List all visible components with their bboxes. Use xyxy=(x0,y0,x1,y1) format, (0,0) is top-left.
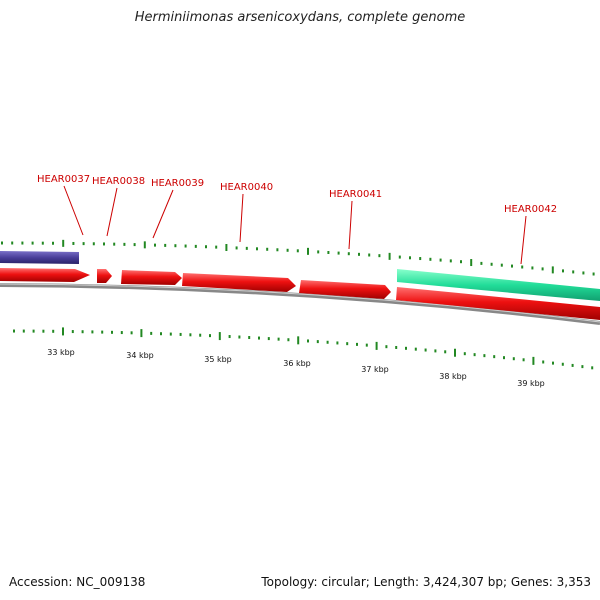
gene-label-leader xyxy=(63,185,84,236)
gene-label-hear0040[interactable]: HEAR0040 xyxy=(220,182,273,193)
gene-label-leader xyxy=(152,189,174,239)
gene-label-leader xyxy=(239,193,244,243)
map-title: Herminiimonas arsenicoxydans, complete g… xyxy=(134,10,466,25)
kbp-label-35: 35 kbp xyxy=(204,355,232,364)
gene-label-leader xyxy=(106,187,118,237)
genome-backbone-highlight xyxy=(0,283,600,323)
gene-label-hear0042[interactable]: HEAR0042 xyxy=(504,204,557,215)
kbp-label-37: 37 kbp xyxy=(361,365,389,374)
genome-backbone xyxy=(0,283,600,325)
kbp-label-36: 36 kbp xyxy=(283,359,311,368)
blue-feature xyxy=(0,251,79,264)
tick-row-top xyxy=(1,239,595,276)
gene-label-leaders xyxy=(63,185,527,265)
gene-label-hear0039[interactable]: HEAR0039 xyxy=(151,178,204,189)
genome-summary-text: Topology: circular; Length: 3,424,307 bp… xyxy=(261,575,591,589)
kbp-label-39: 39 kbp xyxy=(517,379,545,388)
gene-arrow-hear0038 xyxy=(97,269,112,283)
gene-arrow-hear0040 xyxy=(182,273,296,292)
gene-label-hear0037[interactable]: HEAR0037 xyxy=(37,174,90,185)
kbp-label-34: 34 kbp xyxy=(126,351,154,360)
gene-label-hear0038[interactable]: HEAR0038 xyxy=(92,176,145,187)
gene-arrow-hear0039 xyxy=(121,270,182,285)
kbp-label-33: 33 kbp xyxy=(47,348,75,357)
gene-arrow-hear0041 xyxy=(299,280,391,299)
gene-label-leader xyxy=(348,200,353,250)
accession-text: Accession: NC_009138 xyxy=(9,575,146,589)
gene-arrow-hear0042 xyxy=(396,287,600,320)
gene-label-hear0041[interactable]: HEAR0041 xyxy=(329,189,382,200)
tick-row-bottom xyxy=(13,327,594,370)
kbp-label-38: 38 kbp xyxy=(439,372,467,381)
gene-label-leader xyxy=(520,215,527,265)
gene-arrow-hear0037 xyxy=(0,268,90,282)
green-feature xyxy=(397,269,600,301)
